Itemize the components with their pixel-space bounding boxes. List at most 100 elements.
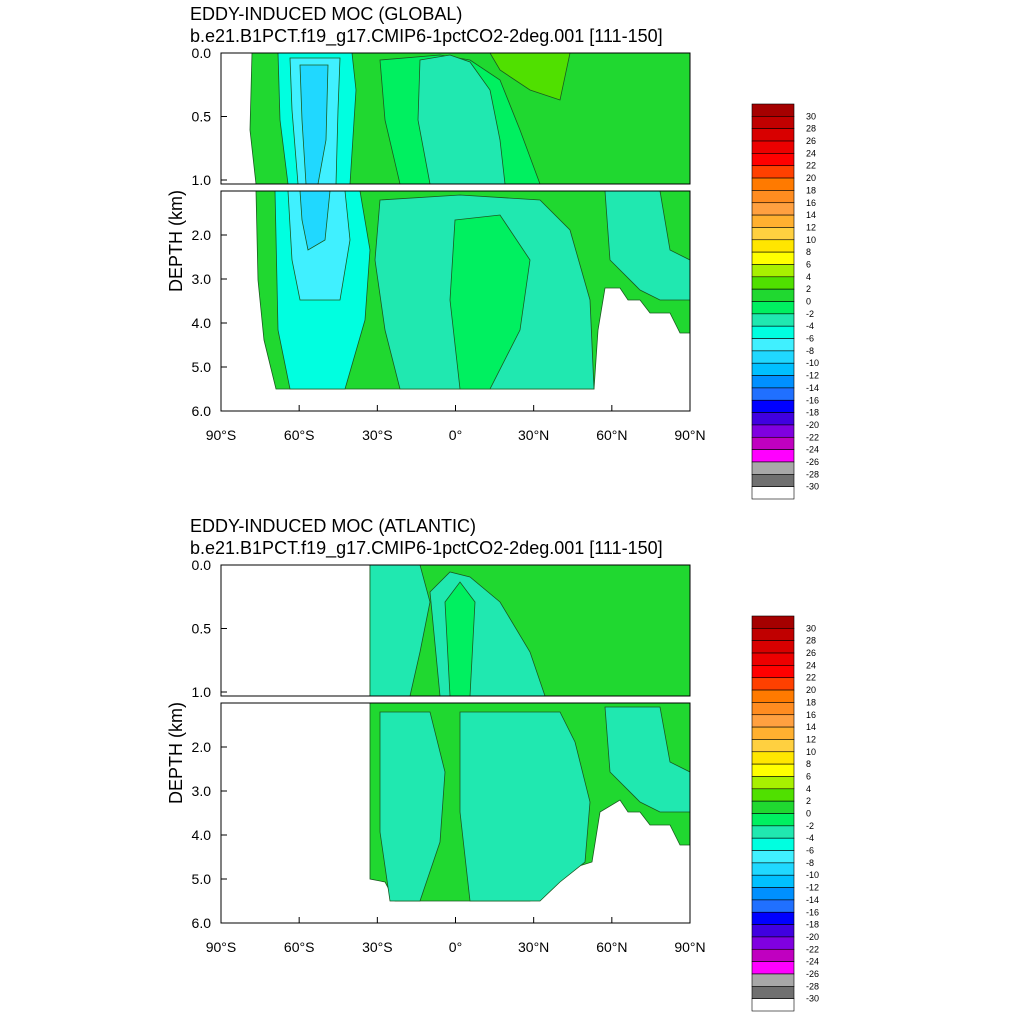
colorbar-swatch	[751, 825, 795, 839]
colorbar-label: 6	[806, 771, 811, 781]
colorbar-swatch	[751, 116, 795, 129]
colorbar-label: -12	[806, 883, 819, 893]
colorbar-label: 0	[806, 297, 811, 307]
x-tick-label: 60°N	[596, 939, 627, 955]
colorbar-label: 10	[806, 235, 816, 245]
y-tick-label: 2.0	[192, 739, 212, 755]
atlantic-panel: EDDY-INDUCED MOC (ATLANTIC) b.e21.B1PCT.…	[0, 512, 1024, 1024]
x-tick-label: 90°N	[674, 939, 705, 955]
y-tick-label: 0.5	[192, 109, 212, 125]
x-tick-label: 90°N	[674, 427, 705, 443]
colorbar-swatch	[751, 714, 795, 728]
colorbar-label: -10	[806, 358, 819, 368]
colorbar-swatch	[751, 776, 795, 790]
y-tick-label: 3.0	[192, 783, 212, 799]
x-tick-label: 0°	[449, 427, 462, 443]
colorbar-label: -30	[806, 994, 819, 1004]
colorbar-label: 16	[806, 710, 816, 720]
colorbar-label: 6	[806, 259, 811, 269]
colorbar-label: 4	[806, 784, 811, 794]
colorbar-label: 4	[806, 272, 811, 282]
axis-ticks: 90°S 60°S 30°S 0° 30°N 60°N 90°N 0.0 0.5 1.0 2.0 3.…	[192, 557, 706, 955]
colorbar-label: -14	[806, 383, 819, 393]
colorbar-swatch	[751, 862, 795, 876]
colorbar-label: -26	[806, 457, 819, 467]
y-tick-label: 0.0	[192, 45, 212, 61]
colorbar-swatch	[751, 251, 795, 265]
colorbar-label: 30	[806, 111, 816, 121]
colorbar-swatch	[751, 689, 795, 703]
colorbar-swatch	[751, 436, 795, 450]
colorbar-swatch	[751, 948, 795, 962]
colorbar-swatch	[751, 313, 795, 327]
y-tick-label: 4.0	[192, 315, 212, 331]
colorbar-label: -6	[806, 334, 814, 344]
colorbar-swatch	[751, 874, 795, 888]
colorbar-label: -10	[806, 870, 819, 880]
colorbar-swatch	[751, 276, 795, 290]
y-tick-label: 0.0	[192, 557, 212, 573]
upper-plot-fill	[221, 53, 690, 184]
colorbar-swatch	[751, 474, 795, 487]
colorbar-label: 28	[806, 636, 816, 646]
colorbar-swatch	[751, 424, 795, 438]
x-tick-label: 30°N	[518, 939, 549, 955]
upper-plot-fill	[221, 565, 690, 696]
x-tick-label: 60°S	[284, 427, 315, 443]
colorbar-swatch	[751, 665, 795, 679]
colorbar-label: 28	[806, 124, 816, 134]
colorbar-swatch	[751, 800, 795, 814]
colorbar-swatch	[751, 239, 795, 253]
colorbar-label: 22	[806, 161, 816, 171]
colorbar-swatch	[751, 387, 795, 401]
colorbar-label: 14	[806, 722, 816, 732]
colorbar-swatch	[751, 788, 795, 802]
colorbar-swatch	[751, 911, 795, 925]
colorbar-label: 10	[806, 747, 816, 757]
colorbar-label: 20	[806, 685, 816, 695]
x-tick-label: 60°S	[284, 939, 315, 955]
colorbar-label: -20	[806, 932, 819, 942]
colorbar-swatch	[751, 350, 795, 364]
colorbar-label: 0	[806, 809, 811, 819]
colorbar-swatch	[751, 202, 795, 216]
colorbar-swatch	[751, 973, 795, 987]
colorbar-label: 18	[806, 697, 816, 707]
colorbar-swatch	[751, 264, 795, 278]
y-tick-label: 0.5	[192, 621, 212, 637]
colorbar-label: 20	[806, 173, 816, 183]
colorbar-swatch	[751, 652, 795, 666]
colorbar-label: 16	[806, 198, 816, 208]
colorbar-swatch	[751, 702, 795, 716]
upper-plot-frame	[220, 52, 691, 185]
colorbar-swatch	[751, 153, 795, 167]
colorbar-swatch	[751, 227, 795, 241]
x-tick-label: 30°S	[362, 427, 393, 443]
colorbar-label: 24	[806, 148, 816, 158]
colorbar-swatch	[751, 887, 795, 901]
colorbar-label: 26	[806, 648, 816, 658]
colorbar-swatch	[751, 763, 795, 777]
colorbar-label: 12	[806, 222, 816, 232]
colorbar-swatch	[751, 103, 795, 117]
global-panel: EDDY-INDUCED MOC (GLOBAL) b.e21.B1PCT.f1…	[166, 4, 819, 500]
colorbar: 302826242220181614121086420-2-4-6-8-10-1…	[751, 615, 819, 1012]
x-tick-label: 30°N	[518, 427, 549, 443]
colorbar-swatch	[751, 899, 795, 913]
colorbar-label: -2	[806, 309, 814, 319]
colorbar-swatch	[751, 615, 795, 629]
lower-plot-fill	[221, 191, 690, 411]
colorbar-label: 2	[806, 284, 811, 294]
colorbar-label: -16	[806, 395, 819, 405]
x-tick-label: 0°	[449, 939, 462, 955]
y-tick-label: 5.0	[192, 359, 212, 375]
chart-subtitle: b.e21.B1PCT.f19_g17.CMIP6-1pctCO2-2deg.0…	[190, 26, 663, 46]
colorbar-swatch	[751, 850, 795, 864]
colorbar-swatch	[751, 399, 795, 413]
colorbar-label: -20	[806, 420, 819, 430]
colorbar-label: -22	[806, 944, 819, 954]
colorbar-swatch	[751, 325, 795, 339]
colorbar-swatch	[751, 640, 795, 654]
global-chart-svg: 90°S 60°S 30°S 0° 30°N 60°N 90°N 0.0 0.5 1.0 2.0 3.…	[192, 45, 819, 500]
colorbar-swatch	[751, 739, 795, 753]
